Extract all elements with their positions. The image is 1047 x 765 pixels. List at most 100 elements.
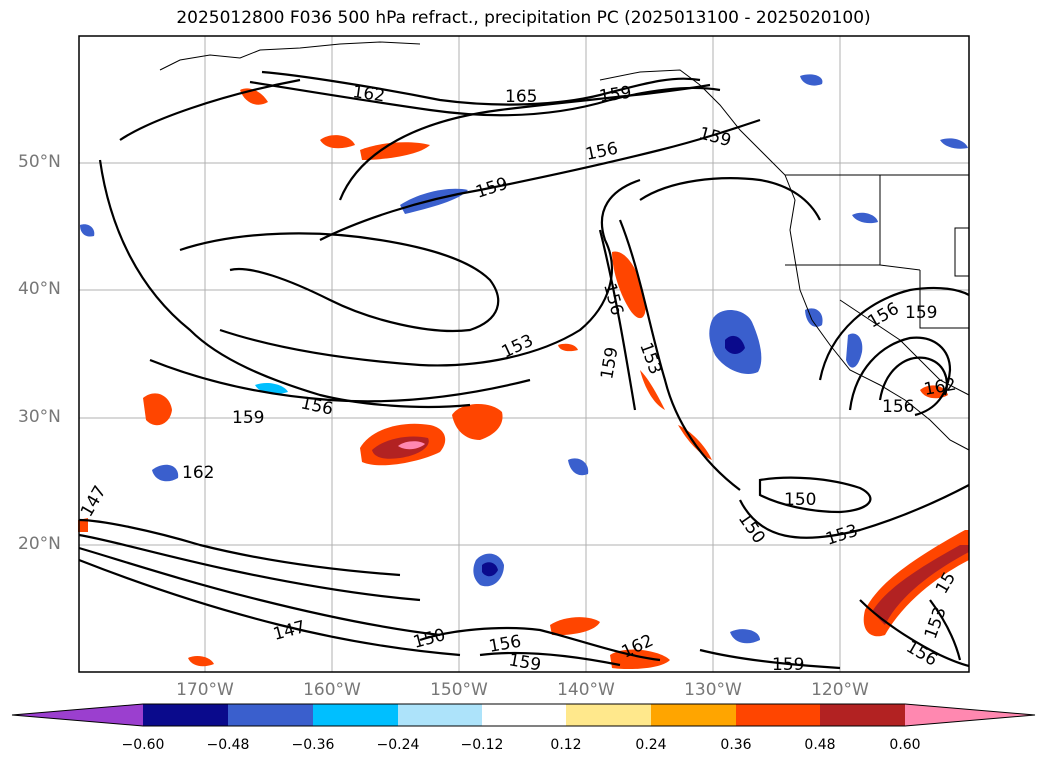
lat-label-40n: 40°N [18, 279, 61, 299]
contour-line-159 [119, 78, 301, 141]
lon-label-130w: 130°W [684, 680, 742, 700]
contour-line-165 [249, 80, 721, 117]
coastlines [159, 41, 970, 451]
contour-line-153 [78, 546, 441, 637]
lat-label-30n: 30°N [18, 407, 61, 427]
precip-blob [143, 393, 172, 426]
precip-blob [360, 142, 430, 160]
contour-line-156 [179, 232, 500, 333]
colorbar-tick-label: 0.48 [804, 737, 836, 753]
contour-label: 162 [182, 463, 214, 483]
precip-blob [558, 343, 578, 352]
precip-blob [846, 333, 863, 368]
lon-label-150w: 150°W [430, 680, 488, 700]
precip-blob [568, 458, 589, 476]
contour-line-156 [338, 83, 711, 201]
colorbar-extend-low [12, 704, 143, 726]
precip-blob [872, 545, 969, 625]
lat-label-20n: 20°N [18, 534, 61, 554]
contour-line-156 [859, 599, 970, 668]
colorbar-swatch [398, 704, 482, 726]
precip-blob [320, 135, 355, 149]
colorbar-tick-label: 0.24 [635, 737, 667, 753]
precip-blob [640, 370, 665, 410]
contour-line-156 [149, 358, 531, 403]
contour-line-153 [618, 219, 741, 491]
contour-label: 159 [232, 408, 264, 428]
precip-blob [550, 617, 600, 636]
colorbar-extend-high [905, 704, 1035, 726]
contour-line-159 [639, 177, 821, 221]
contour-label: 165 [505, 87, 537, 107]
contour-label: 150 [784, 490, 816, 510]
lon-label-120w: 120°W [811, 680, 869, 700]
colorbar-tick-label: −0.36 [291, 737, 335, 753]
precip-blob [940, 138, 968, 149]
contour-label: 159 [598, 83, 633, 107]
colorbar-tick-label: −0.48 [206, 737, 250, 753]
contour-line-159 [98, 159, 471, 409]
colorbar-swatch [736, 704, 820, 726]
contour-line-159 [319, 118, 761, 241]
map-title: 2025012800 F036 500 hPa refract., precip… [176, 8, 871, 28]
contour-line-156 [818, 286, 970, 381]
precip-blob [452, 404, 503, 440]
colorbar-tick-label: −0.12 [460, 737, 504, 753]
colorbar-swatch [143, 704, 228, 726]
colorbar-tick-label: −0.60 [121, 737, 165, 753]
colorbar [11, 703, 1036, 727]
precip-blob [852, 212, 878, 224]
contour-line-162 [878, 356, 948, 401]
graticule [79, 36, 969, 672]
colorbar-tick-label: 0.36 [720, 737, 752, 753]
lon-label-160w: 160°W [303, 680, 361, 700]
contour-label: 159 [905, 303, 937, 323]
contour-line-153 [739, 484, 970, 539]
colorbar-swatch [313, 704, 398, 726]
precip-blob [80, 224, 95, 237]
colorbar-swatch [820, 704, 905, 726]
state-borders [785, 175, 969, 329]
colorbar-tick-label: −0.24 [376, 737, 420, 753]
precipitation-shading [78, 74, 969, 670]
contour-label: 159 [772, 655, 804, 675]
contour-line-159 [848, 336, 952, 417]
colorbar-swatch [566, 704, 651, 726]
precip-blob [398, 441, 425, 450]
contour-line-159 [479, 651, 621, 667]
precip-blob [800, 74, 823, 86]
colorbar-swatch [228, 704, 313, 726]
colorbar-swatch [651, 704, 736, 726]
precip-blob [730, 629, 760, 644]
state-borders [839, 299, 970, 396]
precip-blob [725, 335, 745, 354]
refractivity-contours [78, 70, 970, 670]
contour-line-162 [261, 70, 701, 106]
precip-blob [920, 385, 948, 399]
lon-label-170w: 170°W [176, 680, 234, 700]
contour-line-147 [78, 518, 401, 577]
lon-label-140w: 140°W [557, 680, 615, 700]
contour-line-153 [929, 599, 962, 661]
contour-line-150 [78, 533, 421, 602]
contour-label: 162 [351, 82, 386, 106]
precip-blob [612, 251, 646, 319]
colorbar-tick-label: 0.60 [889, 737, 921, 753]
contour-line-159 [699, 648, 841, 670]
contour-line-156 [78, 558, 461, 657]
colorbar-swatch [482, 704, 566, 726]
colorbar-outline [11, 703, 1036, 727]
contour-label: 156 [882, 397, 914, 417]
contour-line-150 [758, 476, 872, 514]
map-frame [78, 35, 970, 673]
precip-blob [78, 518, 88, 532]
contour-line-153 [219, 178, 641, 367]
contour-line-156 [598, 229, 637, 411]
precip-blob [152, 464, 179, 482]
lat-label-50n: 50°N [18, 152, 61, 172]
precip-blob [188, 656, 214, 667]
contour-line-150 [419, 626, 661, 662]
alaska-aleutians [159, 41, 421, 71]
precip-blob [482, 562, 498, 577]
